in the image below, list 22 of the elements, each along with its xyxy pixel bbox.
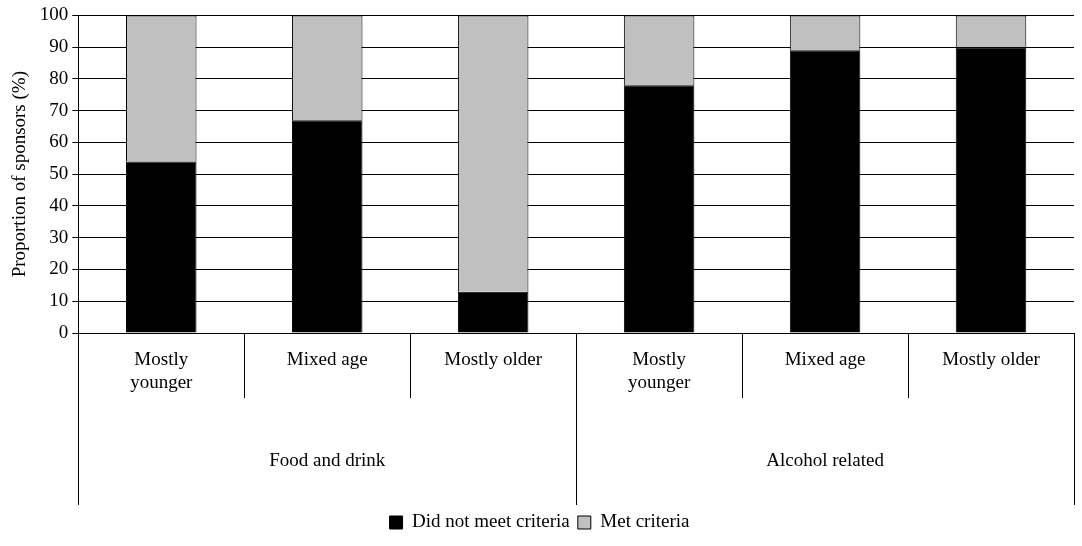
y-tick-label: 20 <box>49 257 69 279</box>
x-tick-label: Mixed age <box>784 348 866 370</box>
y-tick-label: 50 <box>49 162 69 184</box>
legend-label: Met criteria <box>600 510 691 532</box>
x-tick-label: Mostly younger <box>130 348 194 393</box>
legend-label: Did not meet criteria <box>412 510 571 532</box>
x-tick-label: Mostly younger <box>627 348 691 393</box>
y-tick-label: 30 <box>49 225 69 247</box>
y-tick-label: 40 <box>49 193 69 215</box>
x-tick-label: Mostly older <box>942 348 1041 370</box>
y-tick-label: 0 <box>58 320 69 342</box>
text: Food and drink <box>269 448 386 470</box>
y-tick-label: 100 <box>39 3 69 25</box>
x-tick-label: Mixed age <box>286 348 368 370</box>
x-tick-label: Mostly older <box>444 348 543 370</box>
y-tick-label: 10 <box>49 289 69 311</box>
y-axis-title: Proportion of sponsors (%) <box>8 71 31 278</box>
y-tick-label: 70 <box>49 98 69 120</box>
y-tick-label: 60 <box>49 130 69 152</box>
y-tick-label: 80 <box>49 66 69 88</box>
y-tick-label: 90 <box>49 35 69 57</box>
text: Alcohol related <box>766 448 885 470</box>
